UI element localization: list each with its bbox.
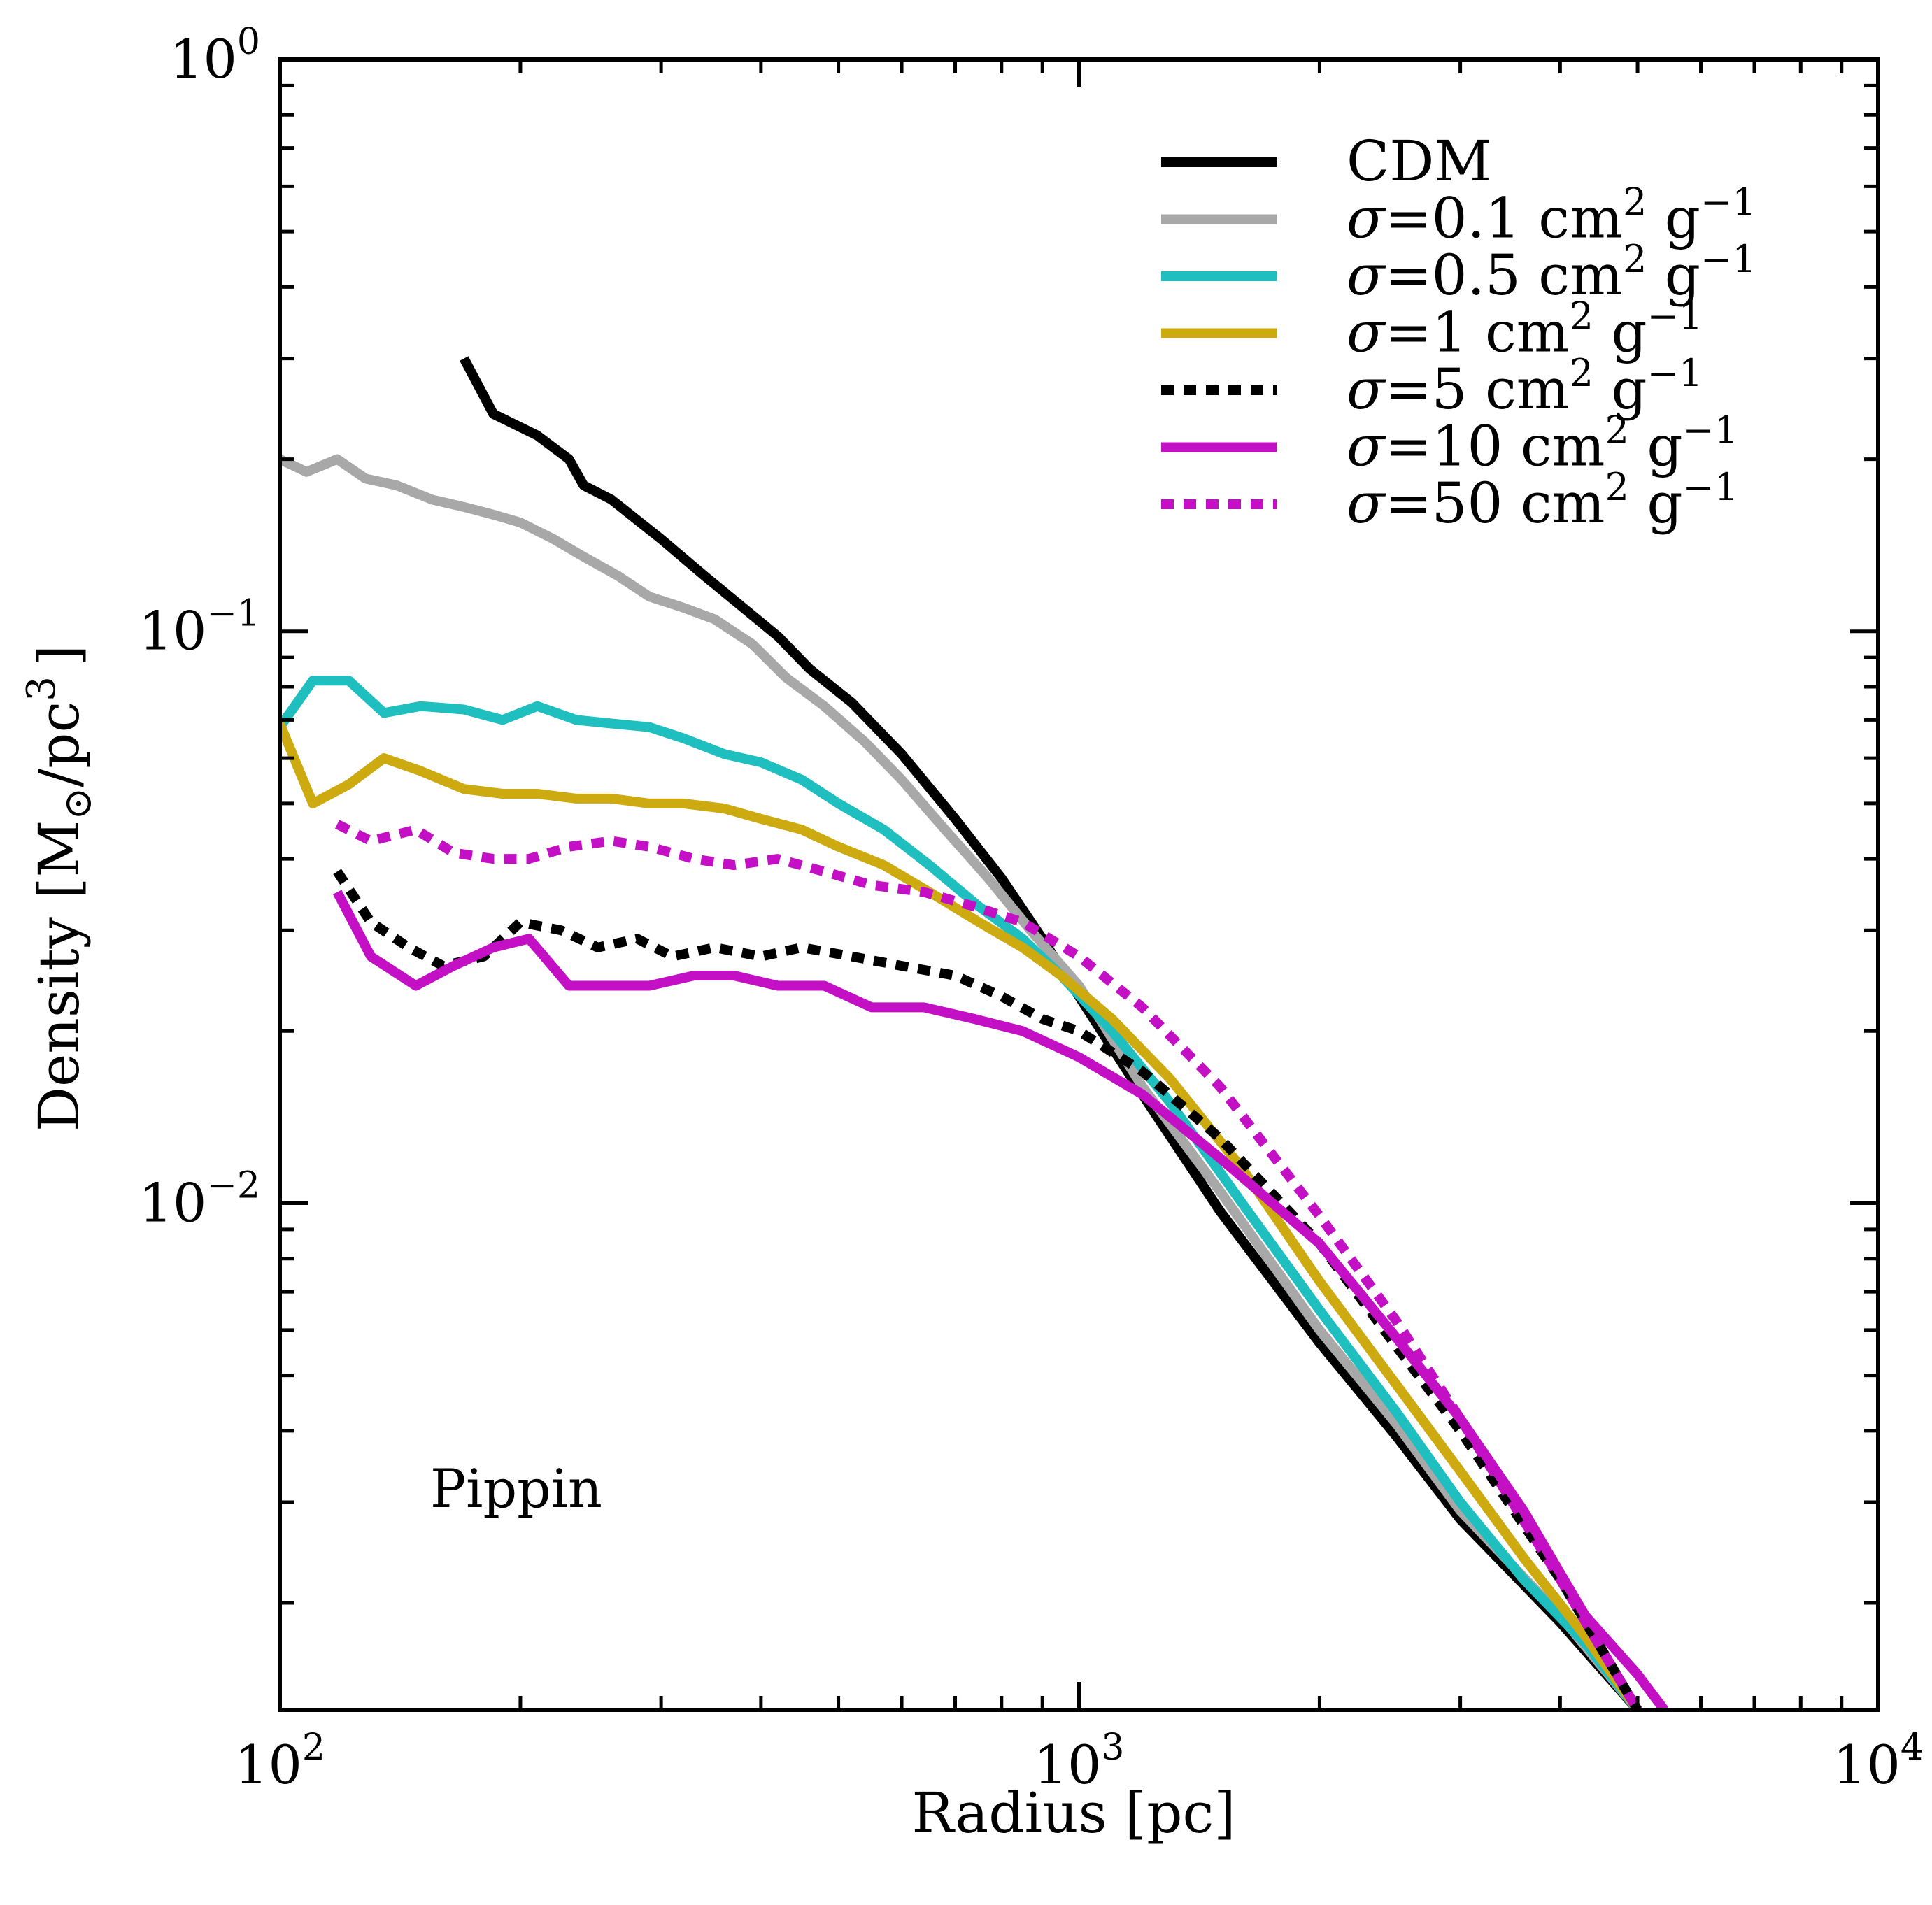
legend-label-3: σ=1 cm2 g−1 bbox=[1347, 294, 1703, 365]
series-line-sigma-0-1 bbox=[280, 454, 1642, 1710]
y-tick-label-2-exp: −2 bbox=[206, 1164, 260, 1206]
y-label-sup: 3 bbox=[19, 676, 64, 701]
legend-label-1-unit2: g bbox=[1647, 186, 1700, 251]
legend-label-4-value: =5 cm bbox=[1385, 357, 1570, 422]
legend-label-1-sigma: σ bbox=[1347, 186, 1386, 251]
y-tick-label-1-base: 10 bbox=[139, 600, 207, 662]
legend-label-3-sup2: −1 bbox=[1647, 294, 1703, 338]
legend-label-2-sigma: σ bbox=[1347, 243, 1386, 308]
legend-label-1-value: =0.1 cm bbox=[1385, 186, 1623, 251]
legend-label-2-unit2: g bbox=[1647, 243, 1700, 308]
legend-label-4-sup1: 2 bbox=[1570, 351, 1593, 395]
y-label-sub: ⊙ bbox=[55, 787, 101, 820]
x-tick-label-1: 103 bbox=[1034, 1727, 1125, 1796]
legend-label-6-unit2: g bbox=[1629, 471, 1683, 536]
y-label-prefix: Density [M bbox=[27, 820, 92, 1132]
legend-label-1: σ=0.1 cm2 g−1 bbox=[1347, 180, 1756, 251]
legend-label-5: σ=10 cm2 g−1 bbox=[1347, 408, 1738, 479]
x-tick-label-2-exp: 4 bbox=[1901, 1727, 1924, 1769]
legend-label-4-sigma: σ bbox=[1347, 357, 1386, 422]
series-line-sigma-50 bbox=[334, 820, 1642, 1710]
series-layer bbox=[280, 356, 1668, 1710]
series-line-sigma-0-5 bbox=[280, 676, 1642, 1710]
y-label-middle: /pc bbox=[27, 701, 92, 787]
x-tick-label-2: 104 bbox=[1833, 1727, 1924, 1796]
y-tick-label-2: 10−2 bbox=[139, 1164, 260, 1234]
y-tick-label-1-exp: −1 bbox=[206, 593, 260, 635]
plot-frame bbox=[278, 57, 1880, 1712]
legend-label-5-unit2: g bbox=[1629, 414, 1683, 479]
x-tick-label-0: 102 bbox=[234, 1727, 325, 1796]
legend-label-6-value: =50 cm bbox=[1385, 471, 1605, 536]
legend-label-4-unit2: g bbox=[1593, 357, 1647, 422]
legend-label-5-sup2: −1 bbox=[1683, 408, 1739, 452]
legend-label-4-sup2: −1 bbox=[1647, 351, 1703, 395]
legend-label-3-sup1: 2 bbox=[1570, 294, 1593, 338]
x-tick-label-2-base: 10 bbox=[1833, 1734, 1901, 1796]
legend-label-6-sigma: σ bbox=[1347, 471, 1386, 536]
y-label-suffix: ] bbox=[27, 645, 92, 666]
x-tick-label-1-base: 10 bbox=[1034, 1734, 1102, 1796]
y-tick-label-0-exp: 0 bbox=[237, 21, 260, 63]
series-line-sigma-1 bbox=[280, 721, 1642, 1710]
y-tick-label-1: 10−1 bbox=[139, 593, 260, 662]
x-tick-label-0-exp: 2 bbox=[302, 1727, 325, 1769]
legend-label-5-sup1: 2 bbox=[1605, 408, 1629, 452]
series-line-cdm bbox=[460, 356, 1642, 1710]
legend-label-6-sup1: 2 bbox=[1605, 465, 1629, 509]
legend-label-0-value: CDM bbox=[1347, 129, 1491, 194]
legend-label-5-sigma: σ bbox=[1347, 414, 1386, 479]
legend-label-2-sup2: −1 bbox=[1700, 237, 1756, 281]
legend-label-6: σ=50 cm2 g−1 bbox=[1347, 465, 1738, 536]
legend-label-3-sigma: σ bbox=[1347, 300, 1386, 365]
legend-label-1-sup1: 2 bbox=[1623, 180, 1647, 224]
x-axis-label: Radius [pc] bbox=[911, 1781, 1235, 1846]
y-axis-label: Density [M⊙/pc3] bbox=[19, 645, 101, 1132]
legend-label-4: σ=5 cm2 g−1 bbox=[1347, 351, 1703, 422]
legend-label-2-sup1: 2 bbox=[1623, 237, 1647, 281]
legend-label-2: σ=0.5 cm2 g−1 bbox=[1347, 237, 1756, 308]
y-tick-label-0-base: 10 bbox=[169, 28, 237, 90]
legend-label-1-sup2: −1 bbox=[1700, 180, 1756, 224]
legend-label-3-value: =1 cm bbox=[1385, 300, 1570, 365]
x-tick-label-0-base: 10 bbox=[234, 1734, 302, 1796]
y-tick-label-2-base: 10 bbox=[139, 1171, 207, 1234]
legend-label-3-unit2: g bbox=[1593, 300, 1647, 365]
x-tick-label-1-exp: 3 bbox=[1101, 1727, 1124, 1769]
legend-label-0: CDM bbox=[1347, 129, 1491, 194]
y-tick-label-0: 100 bbox=[169, 21, 260, 90]
legend-label-5-value: =10 cm bbox=[1385, 414, 1605, 479]
legend-label-2-value: =0.5 cm bbox=[1385, 243, 1623, 308]
tick-layer bbox=[278, 57, 1880, 1710]
pippin-annotation: Pippin bbox=[430, 1457, 602, 1520]
legend-label-6-sup2: −1 bbox=[1683, 465, 1739, 509]
